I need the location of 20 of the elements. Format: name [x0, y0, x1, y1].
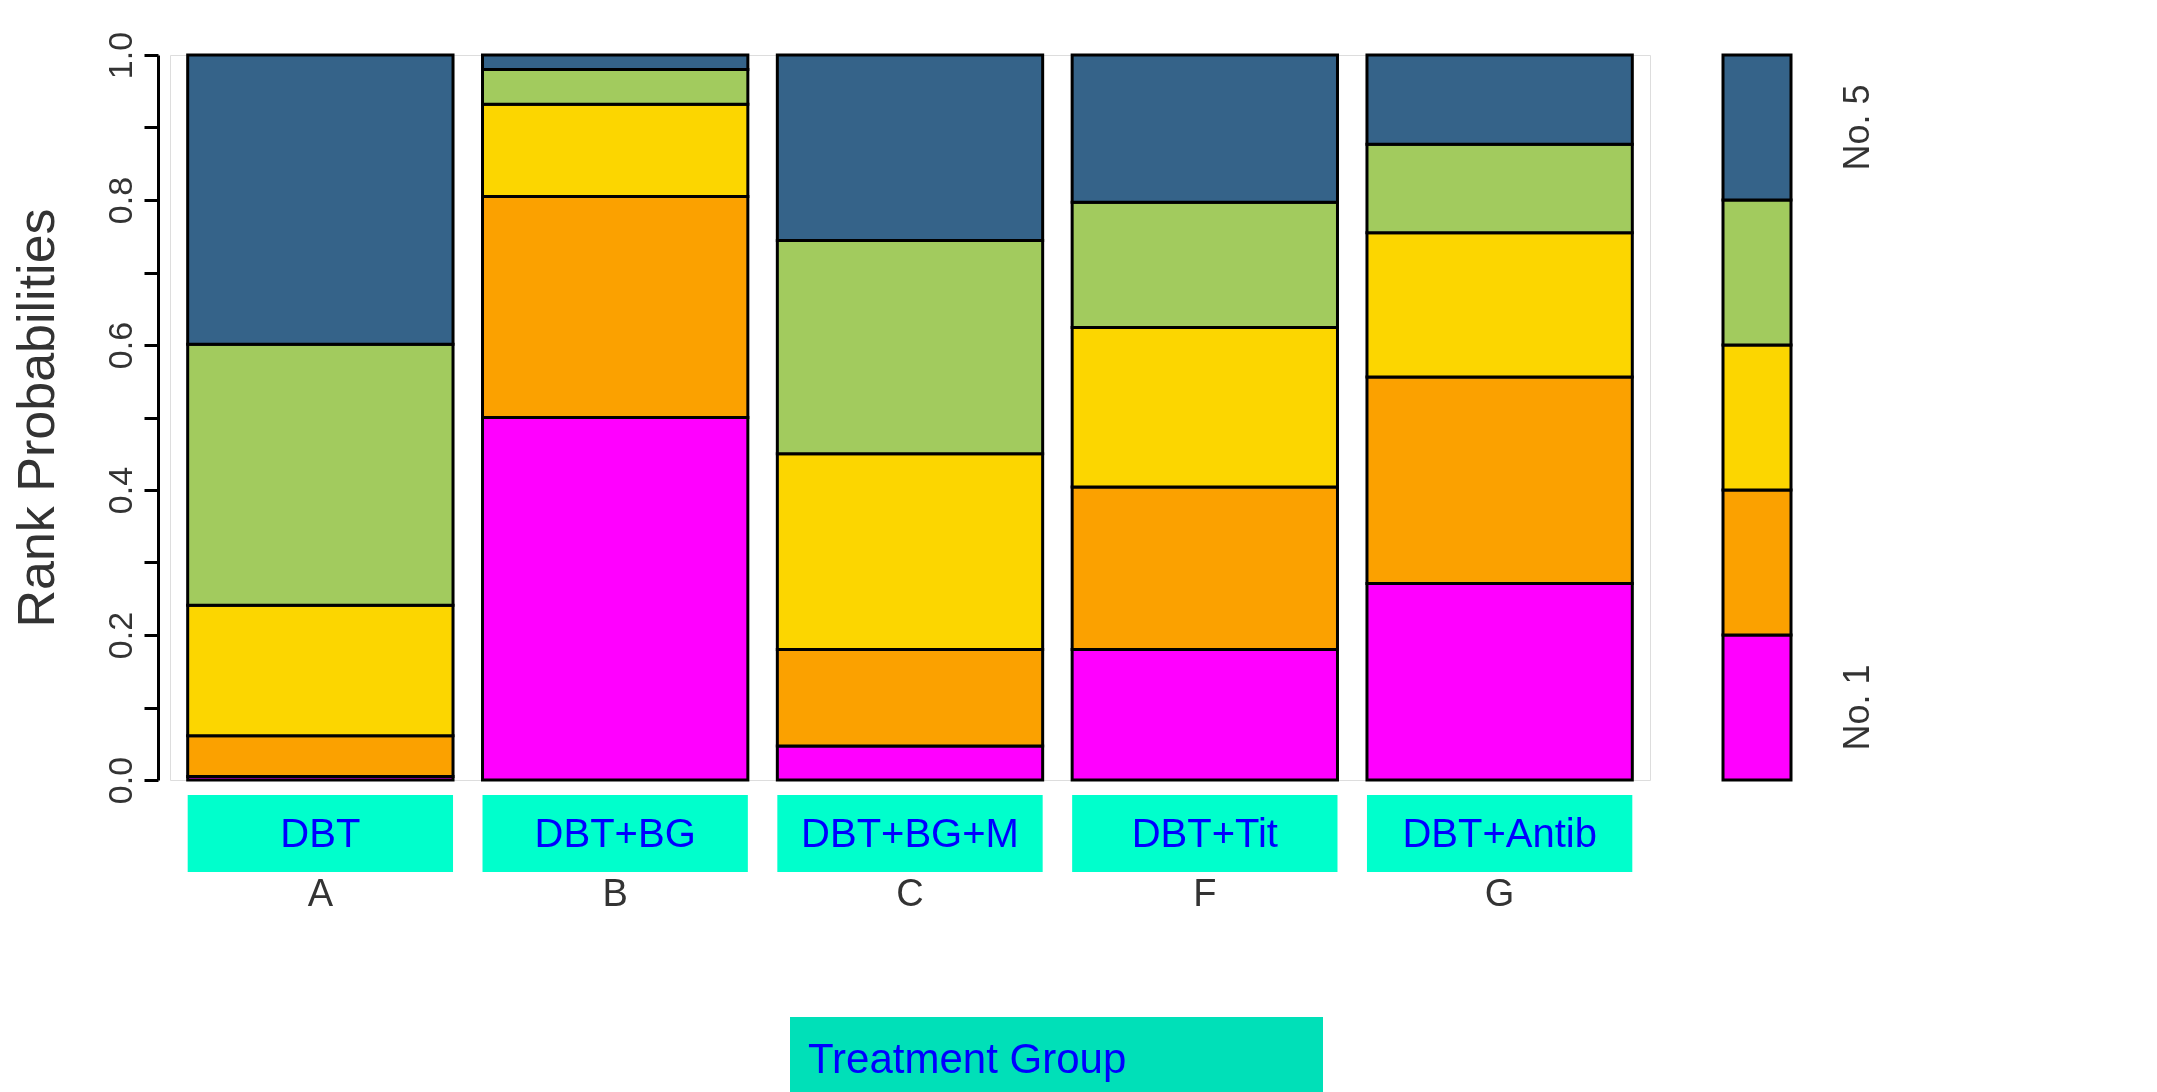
text: DBT+Tit — [1131, 811, 1278, 855]
y-axis-title: Rank Probabilities — [6, 208, 65, 628]
text: DBT — [280, 811, 361, 855]
text: DBT+BG+M — [801, 811, 1019, 855]
y-tick-label: 0.0 — [100, 756, 139, 805]
y-tick-label: 0.2 — [100, 611, 139, 660]
text: No. 1 — [1836, 664, 1877, 751]
text: No. 5 — [1836, 84, 1877, 171]
y-tick-label: 1.0 — [100, 31, 139, 80]
x-tick-label: A — [307, 871, 334, 914]
x-tick-label: C — [896, 871, 924, 914]
y-tick-label: 0.8 — [100, 176, 139, 225]
x-tick-label: B — [602, 871, 628, 914]
x-tick-label: G — [1484, 871, 1515, 914]
x-axis-title: Treatment Group — [808, 1035, 1127, 1082]
text: DBT+BG — [534, 811, 696, 855]
text: DBT+Antib — [1402, 811, 1597, 855]
y-tick-label: 0.6 — [100, 321, 139, 370]
x-tick-label: F — [1193, 871, 1217, 914]
y-tick-label: 0.4 — [100, 466, 139, 515]
